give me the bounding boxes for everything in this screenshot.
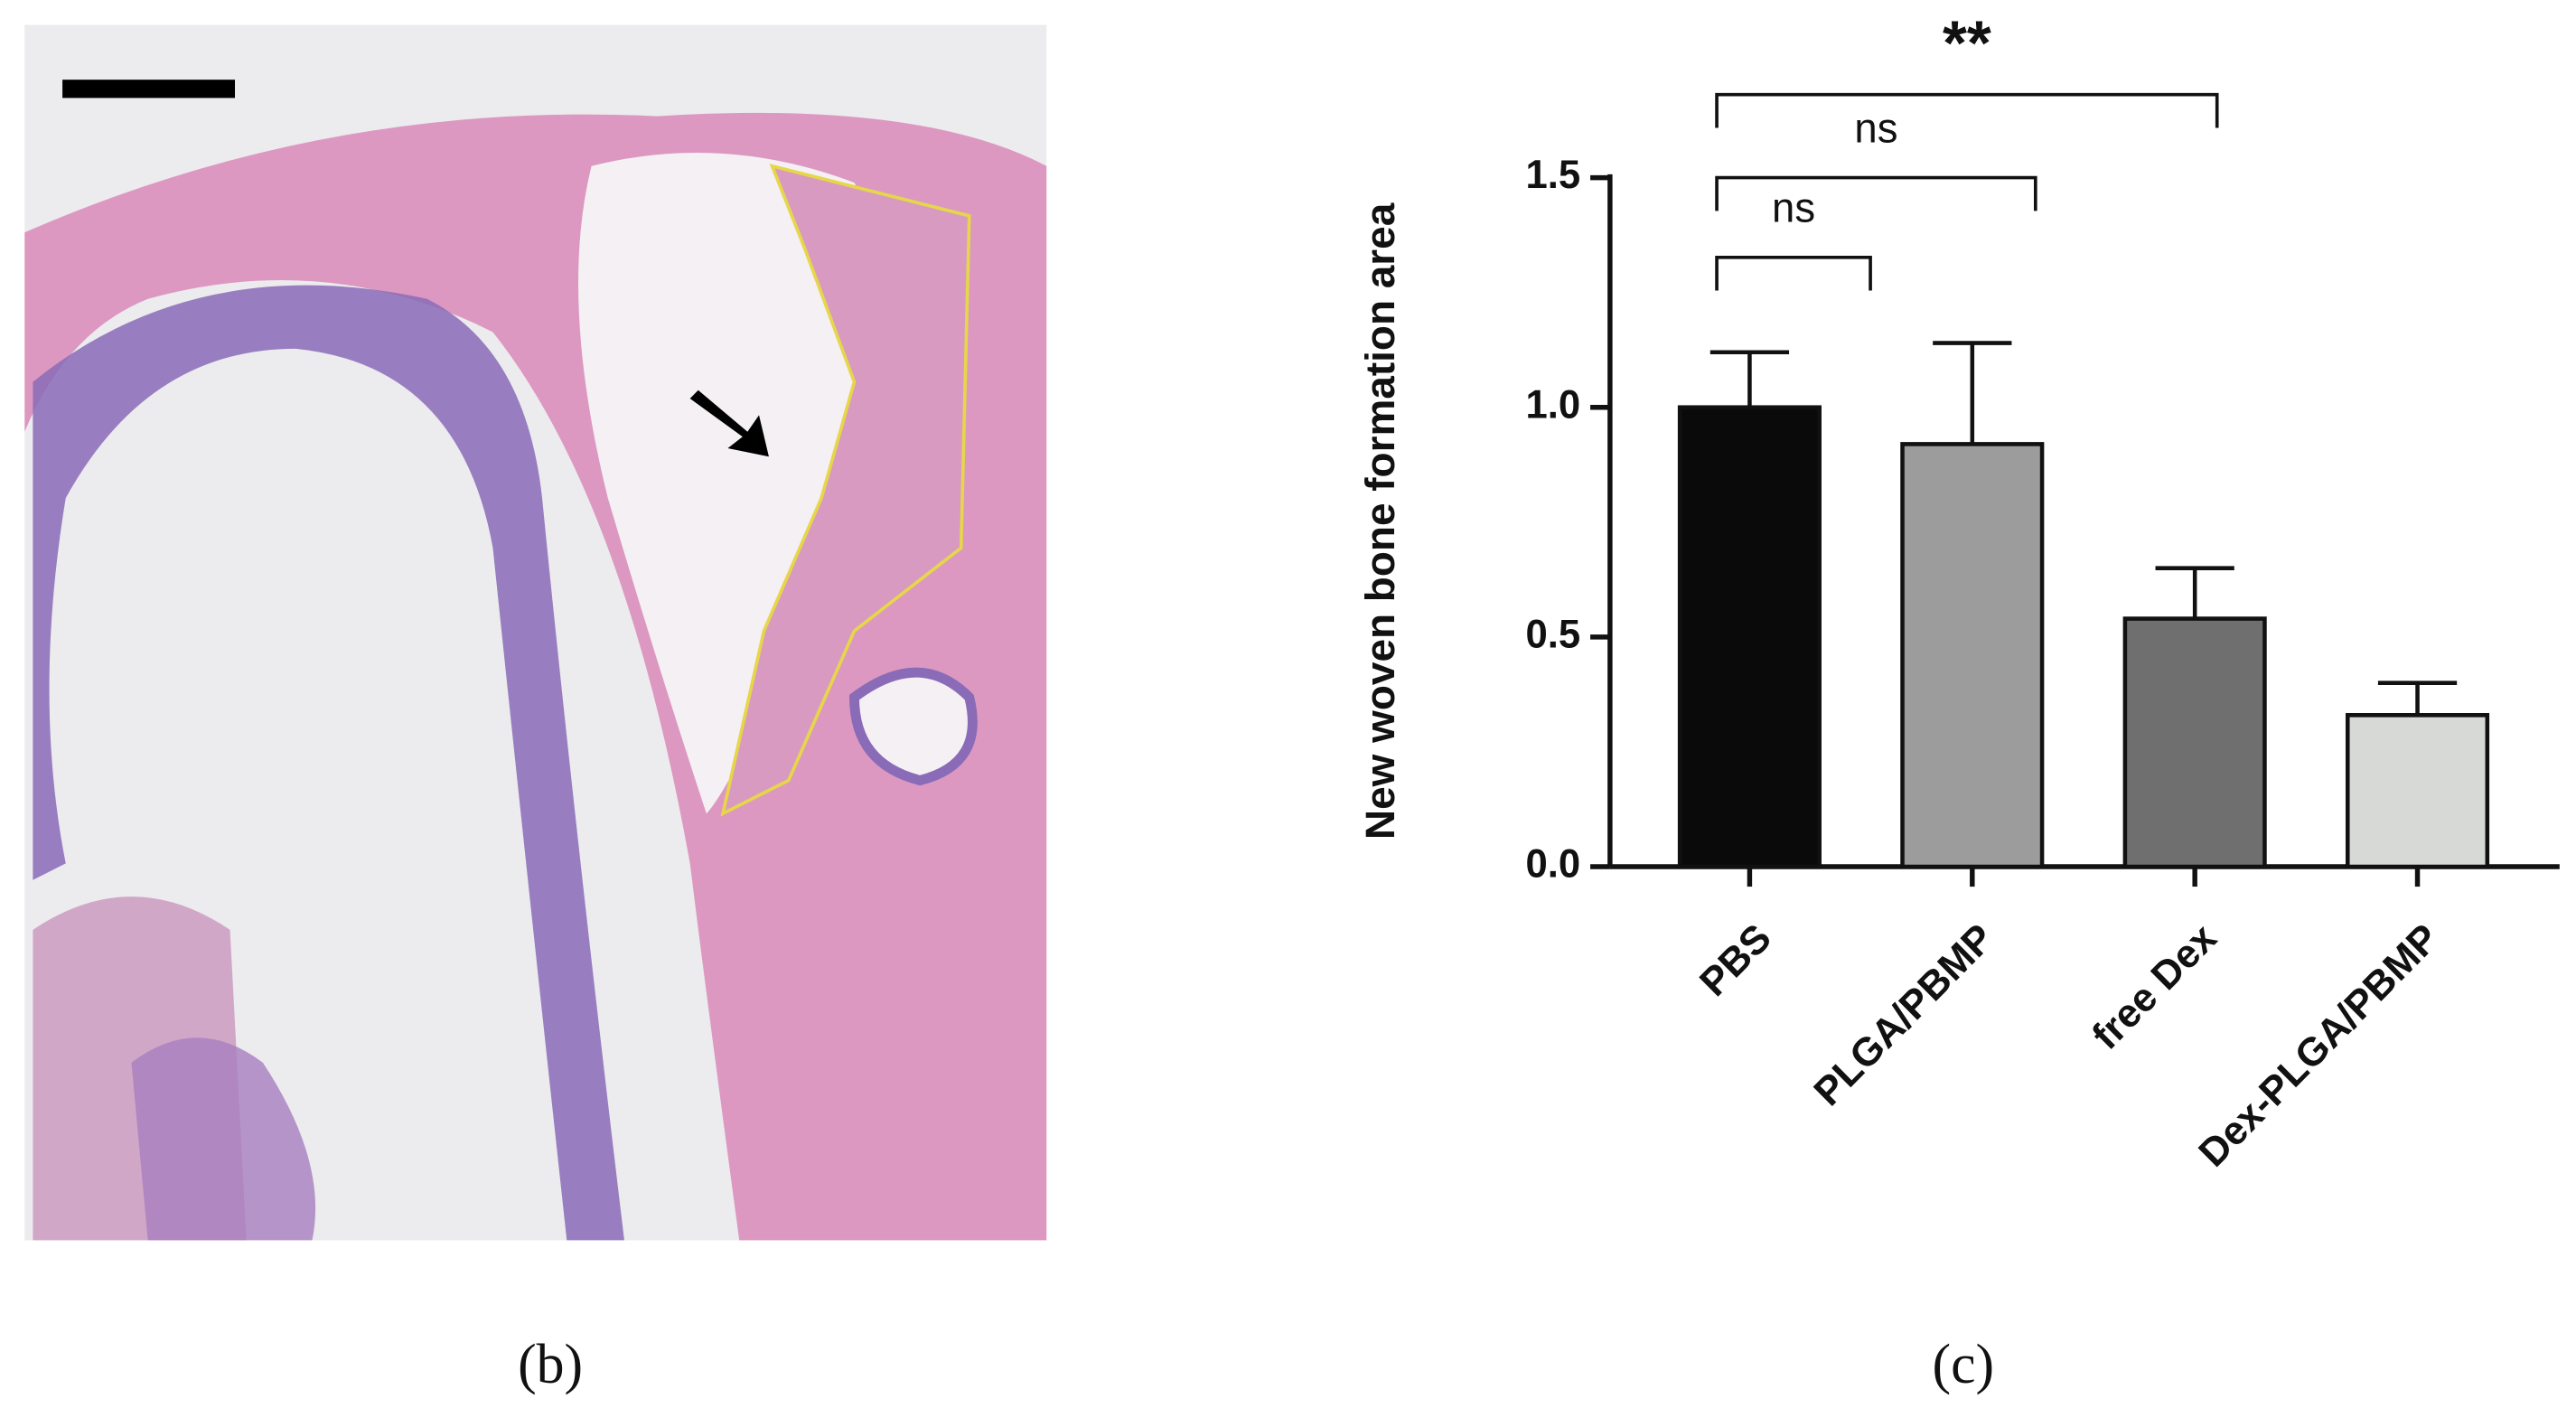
bar — [1677, 405, 1822, 869]
significance-bracket — [1715, 92, 2219, 128]
y-tick-label: 1.5 — [1525, 153, 1580, 197]
y-tick-label: 0.0 — [1525, 842, 1580, 887]
x-tick-label: PLGA/PBMP — [1805, 915, 2002, 1114]
y-axis-label: New woven bone formation area — [1357, 202, 1403, 840]
significance-label: ** — [1943, 7, 1991, 78]
bar — [2122, 616, 2267, 869]
significance-bracket — [1715, 175, 2037, 211]
x-tick-label: Dex-PLGA/PBMP — [2190, 915, 2448, 1176]
x-tick-label: free Dex — [2084, 915, 2225, 1058]
significance-bracket — [1715, 255, 1872, 291]
significance-label: ns — [1854, 105, 1897, 151]
significance-label: ns — [1772, 184, 1815, 230]
y-tick-label: 1.0 — [1525, 382, 1580, 427]
bar — [1900, 442, 2045, 869]
x-tick-label: PBS — [1691, 915, 1780, 1005]
histology-image — [24, 24, 1047, 1241]
bar — [2345, 713, 2490, 869]
y-tick-label: 0.5 — [1525, 612, 1580, 656]
panel-label: (b) — [518, 1334, 583, 1395]
panel-label: (c) — [1933, 1334, 1995, 1395]
